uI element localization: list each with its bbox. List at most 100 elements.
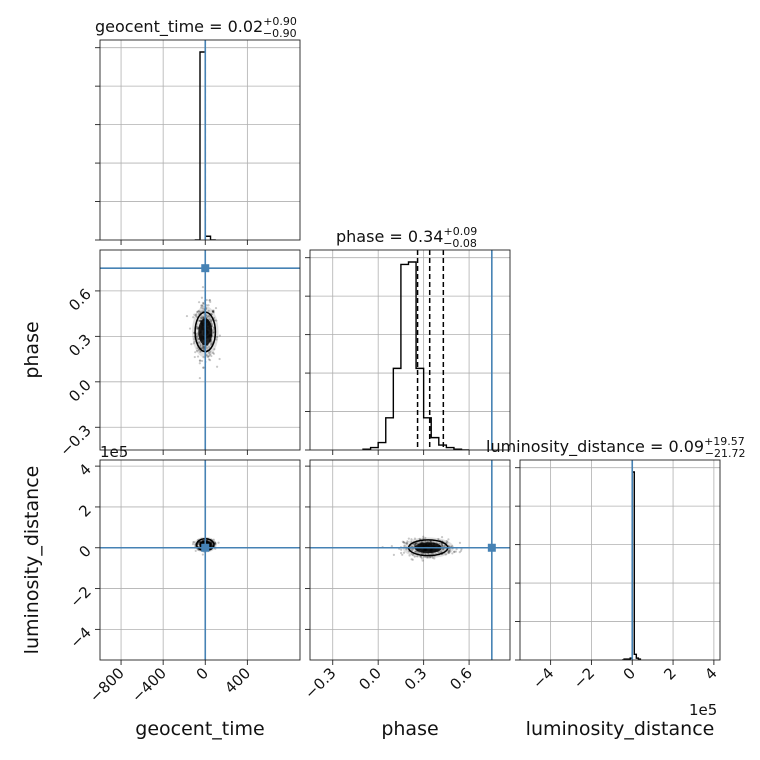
- sample-point: [200, 296, 204, 299]
- sample-point: [193, 540, 196, 544]
- y-tick-label: 0.6: [65, 285, 95, 315]
- sample-point: [201, 307, 204, 310]
- panel-content: [194, 40, 216, 240]
- sample-point: [207, 355, 210, 358]
- sample-point: [194, 549, 197, 553]
- sample-point: [451, 545, 454, 548]
- sample-point: [411, 553, 415, 557]
- gridlines: [100, 460, 300, 660]
- sample-point: [194, 351, 197, 354]
- title-geocent-time-main: geocent_time = 0.02: [95, 17, 263, 37]
- sample-point: [455, 548, 458, 551]
- sample-point: [209, 350, 212, 353]
- sample-point: [217, 541, 220, 544]
- panel-frame: [99, 249, 301, 451]
- y-tick-label: 0: [75, 542, 94, 561]
- sample-point: [440, 536, 444, 539]
- sample-point: [447, 549, 451, 553]
- sample-point: [447, 538, 450, 541]
- sample-point: [202, 303, 205, 306]
- ylabel-luminosity-distance: luminosity_distance: [21, 466, 43, 655]
- sample-point: [210, 354, 213, 358]
- x-tick-label: −0.3: [301, 664, 339, 702]
- sample-point: [199, 344, 202, 347]
- sample-point: [211, 543, 214, 546]
- sample-point: [447, 550, 450, 554]
- gridlines: [310, 250, 510, 450]
- sample-point: [413, 543, 416, 546]
- sample-point: [210, 541, 213, 544]
- x-tick-label: −4: [529, 664, 557, 692]
- sample-point: [196, 310, 200, 313]
- title-phase-plus: +0.09: [443, 225, 477, 238]
- sample-point: [416, 555, 419, 558]
- sample-point: [207, 314, 211, 317]
- x-tick-label: −400: [128, 664, 170, 706]
- sample-point: [209, 300, 212, 304]
- sample-point: [202, 316, 205, 319]
- sample-point: [447, 551, 450, 555]
- xlabel-geocent-time: geocent_time: [135, 718, 264, 740]
- sample-point: [392, 553, 395, 556]
- panel-frame: [99, 39, 301, 241]
- x-tick-label: −2: [570, 664, 598, 692]
- sample-point: [190, 343, 193, 346]
- injection-marker: [201, 264, 210, 273]
- sample-point: [206, 346, 209, 349]
- panel-frame: [99, 459, 301, 661]
- sample-point: [192, 316, 195, 319]
- sample-point: [215, 338, 218, 341]
- sample-point: [420, 552, 423, 555]
- sample-point: [410, 545, 413, 548]
- sample-point: [408, 554, 411, 557]
- sample-point: [208, 317, 211, 321]
- sample-point: [215, 319, 218, 322]
- sample-point: [433, 557, 436, 560]
- sample-point: [213, 348, 216, 351]
- sample-point: [420, 557, 423, 560]
- sample-point: [196, 332, 199, 335]
- sample-point: [440, 544, 443, 547]
- sample-point: [201, 553, 204, 556]
- sample-point: [218, 334, 221, 337]
- sample-point: [201, 346, 204, 350]
- sample-point: [440, 542, 443, 545]
- sample-point: [196, 347, 199, 350]
- sample-point: [413, 542, 416, 545]
- sample-point: [211, 323, 214, 326]
- injection-marker: [487, 543, 496, 552]
- sample-point: [199, 310, 202, 313]
- x-tick-label: 0.3: [401, 664, 431, 694]
- sample-point: [437, 542, 441, 545]
- histogram-luminosity-distance: [622, 471, 642, 660]
- sample-point: [414, 550, 417, 553]
- sample-point: [199, 350, 202, 354]
- sample-point: [201, 316, 205, 319]
- y-tick-label: −2: [66, 583, 94, 611]
- sample-point: [198, 319, 202, 322]
- sample-point: [211, 351, 215, 354]
- sample-point: [202, 366, 205, 369]
- sample-point: [400, 548, 403, 551]
- sample-point: [211, 331, 215, 335]
- sample-point: [199, 343, 202, 346]
- panel-luminosity-distance-hist: −4 −2 0 2 4: [515, 459, 721, 692]
- sample-point: [196, 337, 199, 340]
- sample-point: [458, 551, 461, 554]
- sample-point: [205, 304, 208, 307]
- sample-point: [206, 316, 209, 319]
- sample-point: [434, 552, 437, 555]
- title-luminosity-distance: luminosity_distance = 0.09+19.57 −21.72: [486, 435, 746, 460]
- panel-content: [310, 460, 510, 660]
- panel-geocent-time-hist: [95, 39, 301, 245]
- sample-point: [424, 536, 427, 540]
- sample-point: [404, 541, 407, 544]
- sample-point: [414, 550, 417, 553]
- sample-point: [425, 556, 429, 559]
- sample-point: [212, 352, 216, 355]
- sample-point: [390, 545, 393, 548]
- sample-point: [202, 346, 205, 349]
- sample-point: [458, 541, 462, 544]
- x-tick-label: 0.6: [446, 664, 476, 694]
- sample-point: [218, 357, 221, 361]
